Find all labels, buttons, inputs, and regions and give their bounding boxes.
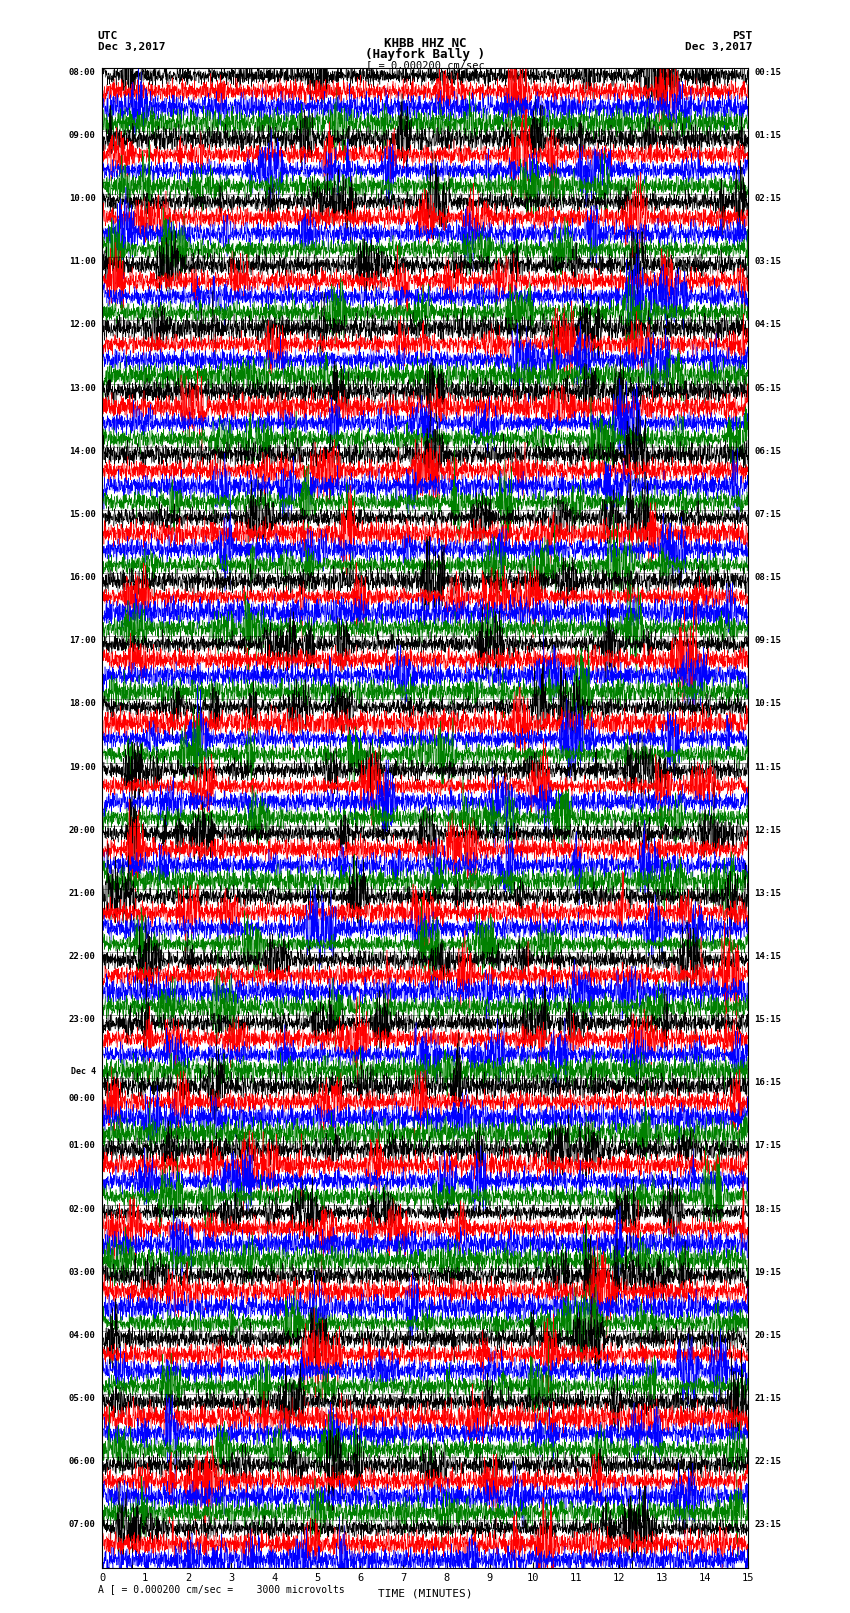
Text: 09:15: 09:15 bbox=[755, 636, 781, 645]
Text: 01:15: 01:15 bbox=[755, 131, 781, 140]
Text: 18:15: 18:15 bbox=[755, 1205, 781, 1213]
Text: 01:00: 01:00 bbox=[69, 1142, 95, 1150]
Text: 08:15: 08:15 bbox=[755, 573, 781, 582]
Text: 17:15: 17:15 bbox=[755, 1142, 781, 1150]
Text: 13:15: 13:15 bbox=[755, 889, 781, 898]
Text: 08:00: 08:00 bbox=[69, 68, 95, 77]
Text: 14:15: 14:15 bbox=[755, 952, 781, 961]
Text: 00:15: 00:15 bbox=[755, 68, 781, 77]
Text: 09:00: 09:00 bbox=[69, 131, 95, 140]
Text: 04:15: 04:15 bbox=[755, 321, 781, 329]
Text: 06:00: 06:00 bbox=[69, 1457, 95, 1466]
Text: 23:00: 23:00 bbox=[69, 1015, 95, 1024]
Text: 00:00: 00:00 bbox=[69, 1094, 95, 1103]
Text: 20:00: 20:00 bbox=[69, 826, 95, 834]
Text: 20:15: 20:15 bbox=[755, 1331, 781, 1340]
Text: [ = 0.000200 cm/sec: [ = 0.000200 cm/sec bbox=[366, 60, 484, 69]
Text: 12:00: 12:00 bbox=[69, 321, 95, 329]
Text: 18:00: 18:00 bbox=[69, 700, 95, 708]
Text: A [ = 0.000200 cm/sec =    3000 microvolts: A [ = 0.000200 cm/sec = 3000 microvolts bbox=[98, 1584, 344, 1594]
Text: 07:00: 07:00 bbox=[69, 1521, 95, 1529]
Text: 06:15: 06:15 bbox=[755, 447, 781, 456]
Text: 04:00: 04:00 bbox=[69, 1331, 95, 1340]
Text: 13:00: 13:00 bbox=[69, 384, 95, 392]
Text: 05:15: 05:15 bbox=[755, 384, 781, 392]
Text: 10:15: 10:15 bbox=[755, 700, 781, 708]
Text: (Hayfork Bally ): (Hayfork Bally ) bbox=[365, 48, 485, 61]
Text: 19:15: 19:15 bbox=[755, 1268, 781, 1277]
Text: 16:15: 16:15 bbox=[755, 1079, 781, 1087]
Text: Dec 3,2017: Dec 3,2017 bbox=[98, 42, 165, 52]
Text: Dec 4: Dec 4 bbox=[71, 1066, 95, 1076]
Text: 22:00: 22:00 bbox=[69, 952, 95, 961]
Text: KHBB HHZ NC: KHBB HHZ NC bbox=[383, 37, 467, 50]
Text: 17:00: 17:00 bbox=[69, 636, 95, 645]
Text: 15:00: 15:00 bbox=[69, 510, 95, 519]
Text: 03:00: 03:00 bbox=[69, 1268, 95, 1277]
Text: 21:00: 21:00 bbox=[69, 889, 95, 898]
Text: Dec 3,2017: Dec 3,2017 bbox=[685, 42, 752, 52]
Text: 21:15: 21:15 bbox=[755, 1394, 781, 1403]
Text: PST: PST bbox=[732, 31, 752, 40]
Text: UTC: UTC bbox=[98, 31, 118, 40]
Text: 11:15: 11:15 bbox=[755, 763, 781, 771]
Text: 22:15: 22:15 bbox=[755, 1457, 781, 1466]
Text: 16:00: 16:00 bbox=[69, 573, 95, 582]
Text: 23:15: 23:15 bbox=[755, 1521, 781, 1529]
Text: 19:00: 19:00 bbox=[69, 763, 95, 771]
Text: 10:00: 10:00 bbox=[69, 194, 95, 203]
Text: 03:15: 03:15 bbox=[755, 256, 781, 266]
Text: 07:15: 07:15 bbox=[755, 510, 781, 519]
Text: 12:15: 12:15 bbox=[755, 826, 781, 834]
Text: 02:00: 02:00 bbox=[69, 1205, 95, 1213]
X-axis label: TIME (MINUTES): TIME (MINUTES) bbox=[377, 1589, 473, 1598]
Text: 05:00: 05:00 bbox=[69, 1394, 95, 1403]
Text: 11:00: 11:00 bbox=[69, 256, 95, 266]
Text: 14:00: 14:00 bbox=[69, 447, 95, 456]
Text: 15:15: 15:15 bbox=[755, 1015, 781, 1024]
Text: 02:15: 02:15 bbox=[755, 194, 781, 203]
